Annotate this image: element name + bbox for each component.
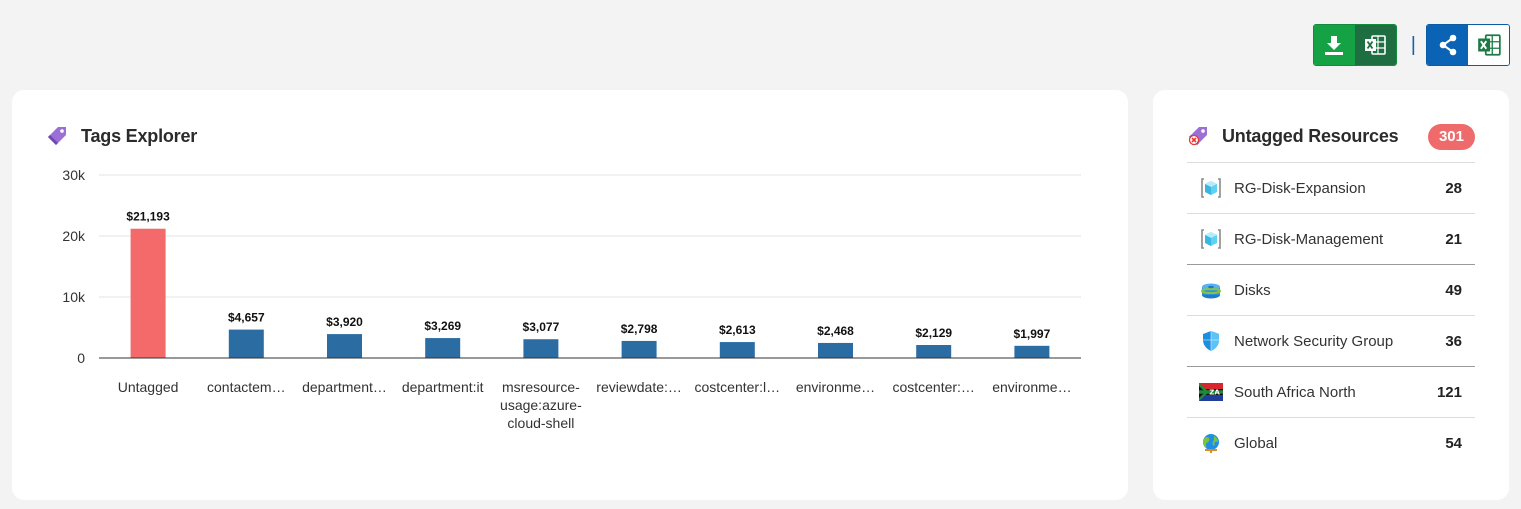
data-label: $1,997 — [1014, 327, 1051, 341]
y-tick-label: 10k — [62, 289, 86, 305]
tags-bar-chart: 0 10k 20k 30k $21,193 Untagged $4,657 contactem… — [62, 167, 1081, 431]
download-excel-button[interactable] — [1312, 24, 1397, 66]
bar — [130, 228, 166, 358]
tags-explorer-title: Tags Explorer — [81, 125, 198, 146]
bar — [523, 339, 559, 358]
list-item-label: RG-Disk-Management — [1234, 230, 1384, 248]
untagged-resources-header: Untagged Resources — [1186, 124, 1399, 148]
bar — [1014, 345, 1050, 358]
bar — [916, 345, 952, 358]
data-label: $2,613 — [719, 323, 756, 337]
list-item-south-africa-north[interactable]: ZA South Africa North 121 — [1187, 366, 1475, 417]
export-toolbar: | — [1312, 24, 1510, 66]
disk-icon — [1198, 277, 1224, 303]
bar — [719, 342, 755, 358]
tags-explorer-card: Tags Explorer 0 10k 20k 30k $21,193 Untagged $… — [12, 90, 1128, 500]
list-item-count: 36 — [1445, 332, 1462, 350]
list-item-disks[interactable]: Disks 49 — [1187, 264, 1475, 315]
data-label: $2,798 — [621, 322, 658, 336]
list-item-count: 54 — [1445, 434, 1462, 452]
shield-icon — [1198, 328, 1224, 354]
list-item-label: Global — [1234, 434, 1278, 452]
x-tick-label: environme… — [992, 379, 1071, 395]
x-tick-label: msresource-usage:azure-cloud-shell — [500, 379, 582, 431]
x-tick-label: Untagged — [118, 379, 179, 395]
bar — [818, 342, 853, 358]
y-tick-label: 20k — [62, 228, 86, 244]
data-label: $4,657 — [228, 311, 265, 325]
south-africa-flag-icon: ZA — [1198, 379, 1224, 405]
download-icon — [1313, 25, 1355, 65]
untagged-resources-title: Untagged Resources — [1222, 125, 1399, 146]
list-item-label: Disks — [1234, 281, 1271, 299]
data-label: $3,920 — [326, 315, 363, 329]
share-excel-button[interactable] — [1426, 24, 1510, 66]
toolbar-separator: | — [1410, 34, 1416, 56]
x-tick-label: costcenter:l… — [695, 379, 781, 395]
data-label: $2,468 — [817, 324, 854, 338]
excel-icon — [1468, 25, 1509, 65]
share-icon — [1427, 25, 1468, 65]
data-label: $21,193 — [126, 210, 170, 224]
list-item-global[interactable]: Global 54 — [1187, 417, 1475, 468]
tags-explorer-header: Tags Explorer — [45, 124, 197, 148]
resource-group-icon — [1198, 226, 1224, 252]
data-label: $2,129 — [915, 326, 952, 340]
list-item-label: RG-Disk-Expansion — [1234, 179, 1366, 197]
x-tick-label: department:it — [402, 379, 484, 395]
bar — [621, 340, 657, 358]
x-tick-label: department… — [302, 379, 387, 395]
y-tick-label: 0 — [77, 350, 85, 366]
bar — [425, 338, 461, 358]
x-tick-label: reviewdate:… — [596, 379, 682, 395]
x-tick-label: costcenter:… — [892, 379, 974, 395]
x-tick-label: contactem… — [207, 379, 286, 395]
list-item-rg-disk-management[interactable]: RG-Disk-Management 21 — [1187, 213, 1475, 264]
list-item-count: 21 — [1445, 230, 1462, 248]
list-item-count: 28 — [1445, 179, 1462, 197]
globe-icon — [1198, 430, 1224, 456]
tag-icon — [45, 124, 69, 148]
data-label: $3,269 — [424, 319, 461, 333]
flag-label: ZA — [1209, 388, 1220, 396]
resource-group-icon — [1198, 175, 1224, 201]
list-item-label: Network Security Group — [1234, 332, 1394, 350]
untagged-tag-icon — [1186, 124, 1210, 148]
list-item-network-security-group[interactable]: Network Security Group 36 — [1187, 315, 1475, 366]
excel-icon — [1354, 25, 1396, 65]
y-tick-label: 30k — [62, 167, 86, 183]
untagged-resources-card: Untagged Resources 301 RG-Disk-Expansion… — [1153, 90, 1509, 500]
x-tick-label: environme… — [796, 379, 875, 395]
untagged-count-badge: 301 — [1427, 124, 1475, 150]
list-item-label: South Africa North — [1234, 383, 1356, 401]
list-item-count: 49 — [1445, 281, 1462, 299]
untagged-resources-list: RG-Disk-Expansion 28 RG-Disk-Management … — [1187, 162, 1475, 468]
data-label: $3,077 — [523, 320, 560, 334]
bar — [327, 334, 362, 358]
bar — [228, 329, 264, 358]
list-item-count: 121 — [1436, 383, 1462, 401]
list-item-rg-disk-expansion[interactable]: RG-Disk-Expansion 28 — [1187, 162, 1475, 213]
